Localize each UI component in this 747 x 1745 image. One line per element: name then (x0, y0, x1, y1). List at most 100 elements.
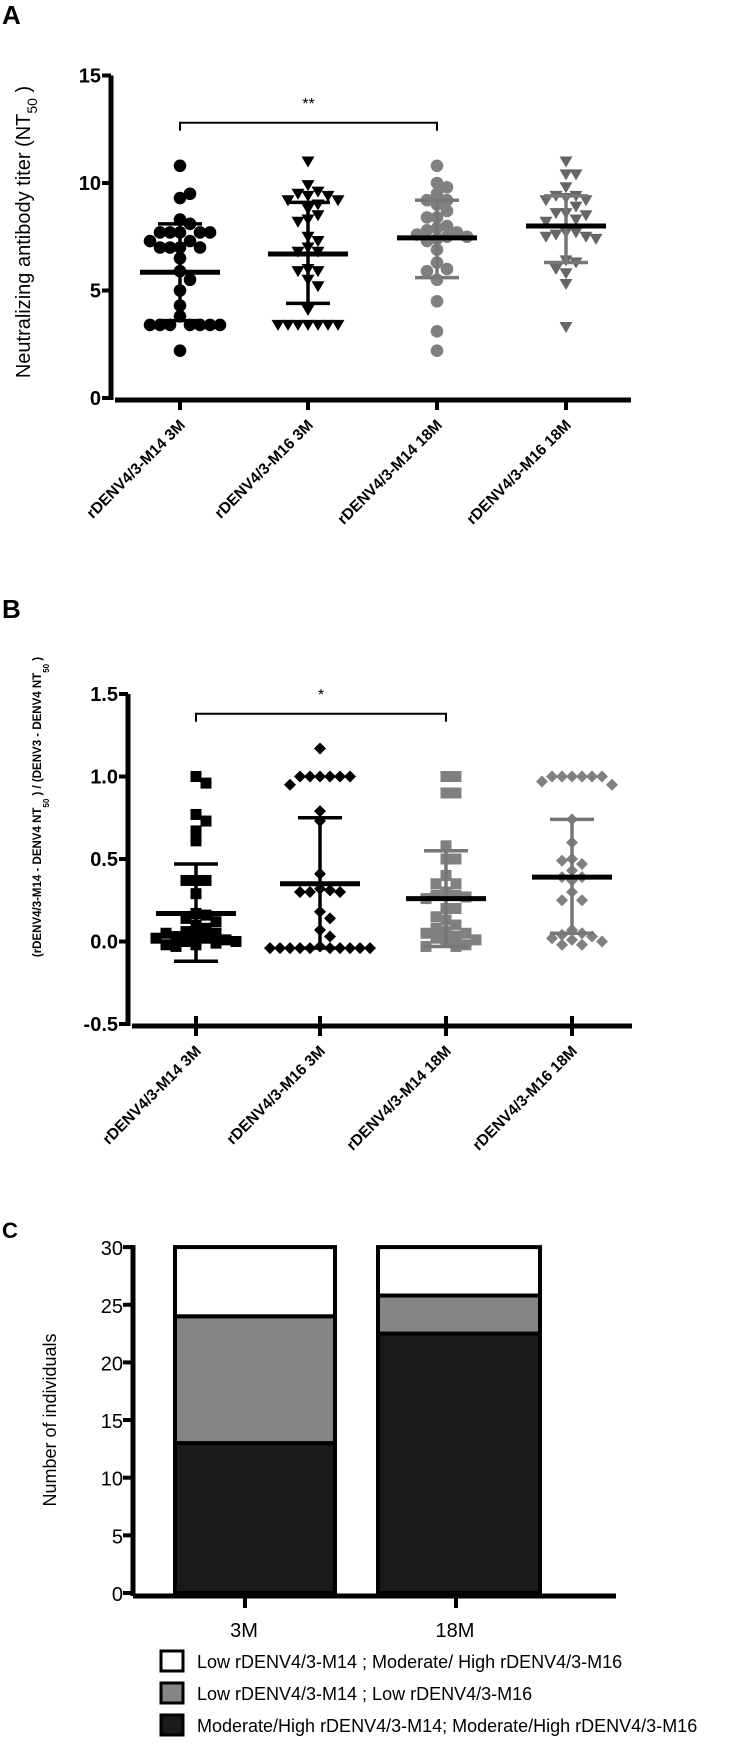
y-tick-label: 1.0 (90, 767, 118, 789)
legend-swatch (159, 1649, 185, 1673)
panel-b-scatter-chart: B -0.50.00.51.01.5 rDENV4/3-M14 3M rDENV4… (2, 594, 632, 1154)
bar-segment (376, 1245, 542, 1298)
data-point (430, 878, 442, 890)
panel-c-legend: Low rDENV4/3-M14 ; Moderate/ High rDENV4… (159, 1649, 697, 1737)
data-point (559, 156, 573, 168)
y-tick-label: 10 (101, 1469, 123, 1491)
y-tick-label: 20 (101, 1353, 123, 1375)
data-point (430, 911, 442, 923)
data-point (576, 770, 588, 783)
data-point (314, 805, 326, 818)
data-point (440, 840, 452, 852)
data-point (301, 319, 315, 331)
data-point (556, 770, 568, 783)
data-point (301, 190, 315, 202)
data-point (539, 195, 553, 207)
data-point (596, 935, 608, 948)
data-point (180, 912, 192, 924)
bar-segment (173, 1245, 337, 1319)
series-1 (264, 742, 376, 955)
data-point (180, 936, 192, 947)
data-point (150, 932, 162, 944)
data-point (170, 940, 182, 952)
data-point (284, 778, 296, 791)
bar-segment (173, 1314, 337, 1446)
data-point (556, 854, 568, 867)
data-point (430, 159, 444, 173)
panel-c-x-axis: 3M 18M (133, 1593, 616, 1642)
y-tick-label: 5 (90, 281, 101, 303)
data-point (160, 927, 172, 939)
data-point (576, 938, 588, 951)
bar-segment (173, 1441, 337, 1595)
significance-label: * (318, 687, 324, 704)
panel-a-significance-bracket: ** (179, 96, 438, 131)
data-point (430, 344, 444, 358)
y-tick-label: 5 (112, 1526, 123, 1548)
y-tick-label: 30 (101, 1238, 123, 1260)
bar-segment (376, 1331, 542, 1595)
data-point (450, 853, 462, 865)
panel-b-x-axis: rDENV4/3-M14 3M rDENV4/3-M16 3M rDENV4/3-M… (100, 1016, 632, 1154)
series-2 (397, 159, 477, 358)
y-tick-label: 25 (101, 1296, 123, 1318)
series-0 (150, 771, 242, 964)
data-point (210, 916, 222, 928)
data-point (559, 322, 573, 334)
series-3 (526, 156, 606, 334)
data-point (294, 770, 306, 783)
panel-a-data-points (140, 156, 606, 358)
data-point (324, 930, 336, 943)
data-point (606, 778, 618, 791)
data-point (549, 229, 563, 241)
data-point (173, 159, 187, 173)
series-1 (268, 156, 348, 331)
panel-b-label: B (2, 594, 21, 624)
data-point (596, 770, 608, 783)
y-tick-label: 0.0 (90, 932, 118, 954)
data-point (183, 234, 197, 248)
x-category-label: rDENV4/3-M16 3M (212, 417, 317, 522)
data-point (153, 226, 167, 239)
panel-a-x-axis: rDENV4/3-M14 3M rDENV4/3-M16 3M rDENV4/3-M… (84, 397, 631, 528)
data-point (200, 815, 212, 827)
data-point (173, 191, 187, 205)
data-point (344, 942, 356, 955)
data-point (450, 787, 462, 799)
data-point (440, 787, 452, 799)
data-point (430, 176, 444, 190)
panel-a-y-axis: 0 5 10 15 (79, 66, 114, 410)
data-point (193, 241, 207, 254)
y-tick-label: -0.5 (84, 1014, 118, 1036)
data-point (301, 156, 315, 168)
data-point (153, 241, 167, 254)
series-0 (140, 159, 227, 358)
data-point (301, 304, 315, 316)
data-point (450, 919, 462, 931)
data-point (559, 279, 573, 291)
data-point (430, 294, 444, 308)
data-point (304, 770, 316, 783)
data-point (420, 927, 432, 939)
panel-b-data-points (150, 742, 618, 964)
x-category-label: rDENV4/3-M14 18M (335, 417, 446, 528)
data-point (440, 181, 454, 194)
data-point (220, 934, 232, 946)
data-point (566, 933, 578, 946)
data-point (450, 771, 462, 782)
panel-a-y-axis-label: Neutralizing antibody titer (NT50 ) (13, 86, 40, 378)
data-point (450, 889, 462, 901)
data-point (203, 226, 217, 239)
data-point (331, 195, 345, 207)
series-2 (406, 771, 486, 952)
data-point (281, 319, 295, 331)
data-point (311, 186, 325, 198)
data-point (284, 942, 296, 955)
data-point (430, 922, 442, 934)
data-point (579, 210, 593, 222)
data-point (364, 942, 376, 955)
data-point (334, 886, 346, 898)
data-point (539, 216, 553, 228)
